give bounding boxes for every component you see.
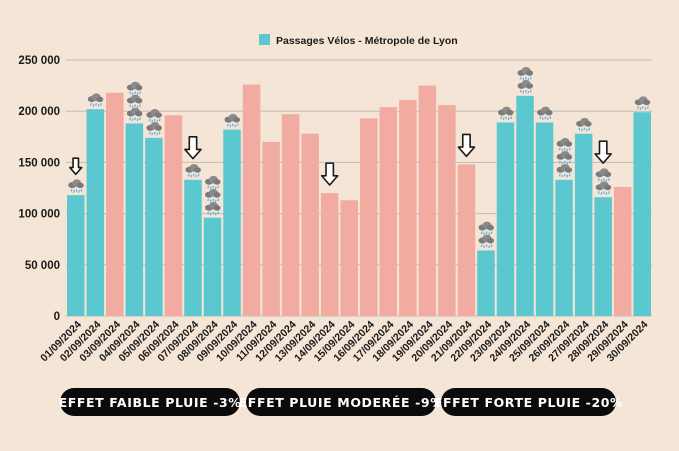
- bar: [477, 250, 495, 316]
- legend: Passages Vélos - Métropole de Lyon: [259, 34, 458, 47]
- bar: [438, 105, 456, 316]
- rain-cloud-icon: [576, 117, 592, 132]
- y-tick-label: 50 000: [25, 260, 60, 272]
- rain-cloud-icon: [478, 221, 494, 236]
- down-arrow-icon: [184, 136, 202, 160]
- bar: [184, 179, 202, 316]
- rain-cloud-icon: [146, 109, 162, 123]
- rain-cloud-icon: [517, 80, 534, 94]
- bar: [574, 133, 593, 316]
- rain-cloud-icon: [634, 96, 651, 110]
- bar: [555, 179, 573, 316]
- bar: [145, 137, 163, 316]
- rain-cloud-icon: [87, 93, 104, 107]
- bar: [535, 122, 554, 317]
- rain-cloud-icon: [205, 175, 221, 190]
- rain-cloud-icon: [517, 67, 534, 81]
- bar: [340, 200, 358, 316]
- legend-label: Passages Vélos - Métropole de Lyon: [276, 35, 458, 47]
- rain-cloud-icon: [478, 234, 494, 249]
- rain-cloud-icon: [68, 179, 84, 193]
- rain-cloud-icon: [146, 122, 162, 136]
- y-tick-label: 250 000: [18, 55, 60, 67]
- bar: [301, 133, 319, 316]
- rain-cloud-icon: [224, 113, 241, 128]
- bar: [496, 122, 515, 317]
- bar: [164, 115, 183, 317]
- rain-cloud-icon: [126, 94, 143, 109]
- down-arrow-icon: [320, 162, 339, 186]
- bar: [203, 217, 222, 316]
- bar: [125, 123, 144, 316]
- rain-cloud-icon: [498, 106, 514, 121]
- rain-cloud-icon: [556, 151, 573, 165]
- legend-swatch: [259, 34, 270, 45]
- y-tick-label: 0: [54, 311, 60, 323]
- bar: [516, 95, 534, 316]
- bar: [320, 193, 339, 316]
- rain-cloud-icon: [537, 106, 553, 121]
- down-arrow-icon: [594, 140, 613, 164]
- bar: [106, 92, 124, 316]
- down-arrow-icon: [457, 133, 476, 158]
- bar: [457, 164, 476, 316]
- rain-cloud-icon: [556, 138, 573, 152]
- bar: [242, 84, 261, 317]
- rain-cloud-icon: [185, 164, 201, 178]
- bar: [594, 197, 612, 316]
- bar: [262, 141, 280, 316]
- rain-cloud-icon: [595, 168, 612, 182]
- bar: [86, 109, 105, 316]
- bar: [223, 129, 241, 316]
- rain-cloud-icon: [205, 188, 221, 203]
- down-arrow-icon: [69, 157, 83, 176]
- rain-cloud-icon: [595, 181, 612, 195]
- rain-cloud-icon: [205, 201, 221, 216]
- bar: [613, 186, 632, 316]
- y-tick-label: 150 000: [18, 157, 60, 169]
- bar: [418, 85, 437, 316]
- bars: [67, 84, 651, 317]
- bar: [379, 107, 398, 316]
- bar: [633, 112, 651, 316]
- bar: [399, 99, 417, 316]
- bar-icons: [68, 67, 651, 249]
- rain-cloud-icon: [556, 164, 573, 178]
- y-tick-label: 200 000: [18, 106, 60, 118]
- y-tick-label: 100 000: [18, 209, 60, 221]
- bar: [281, 114, 300, 316]
- bar: [67, 195, 85, 316]
- annotation-moderate-rain: EFFET PLUIE MODERÉE -9%: [239, 388, 443, 416]
- annotation-light-rain: EFFET FAIBLE PLUIE -3%: [59, 388, 241, 416]
- rain-cloud-icon: [126, 81, 143, 96]
- annotation-heavy-rain: EFFET FORTE PLUIE -20%: [434, 388, 623, 416]
- rain-cloud-icon: [126, 107, 143, 122]
- bar: [360, 118, 378, 316]
